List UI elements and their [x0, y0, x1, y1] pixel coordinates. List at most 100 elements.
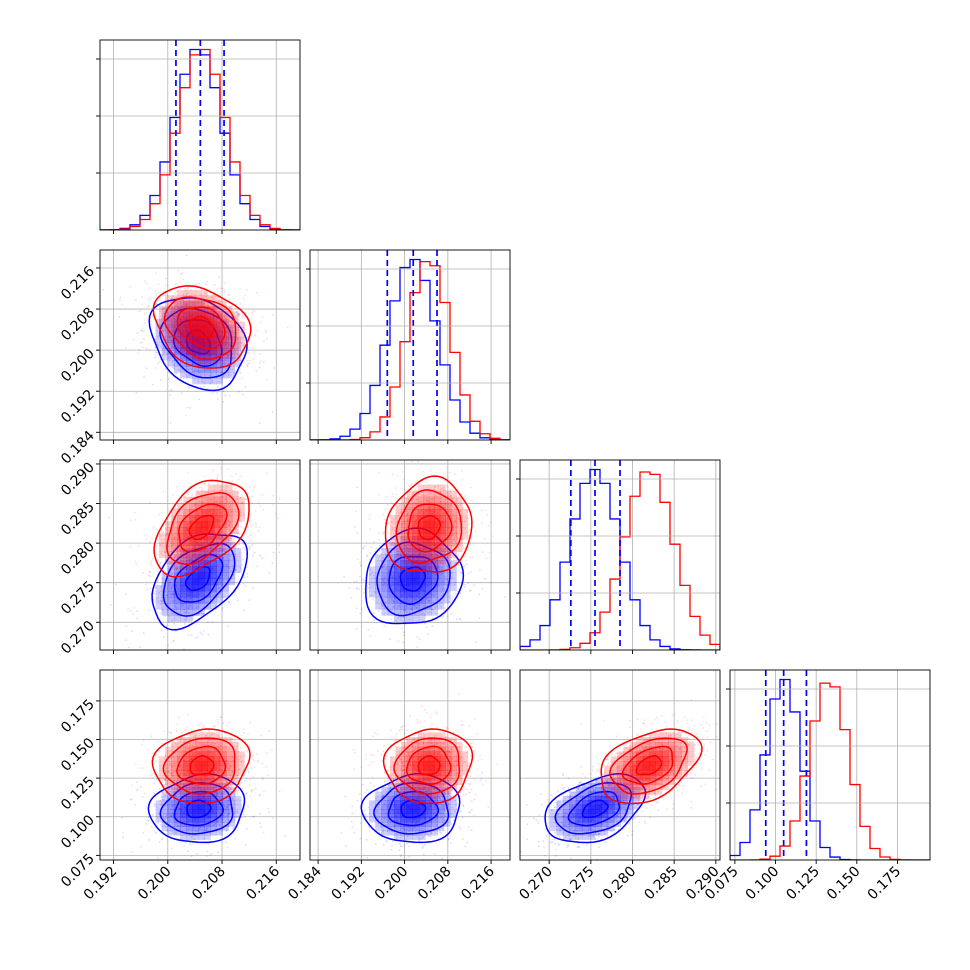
- scatter-point: [236, 323, 238, 325]
- scatter-point: [214, 295, 217, 298]
- scatter-point: [373, 612, 376, 615]
- scatter-point: [244, 328, 247, 331]
- density-cell: [220, 515, 227, 522]
- scatter-point: [211, 381, 214, 384]
- scatter-point: [167, 770, 170, 773]
- density-cell: [177, 563, 184, 571]
- density-cell: [445, 545, 452, 553]
- scatter-point: [216, 814, 219, 817]
- scatter-point: [416, 646, 419, 648]
- scatter-point: [232, 336, 235, 338]
- density-cell: [161, 813, 169, 819]
- scatter-point: [203, 302, 206, 305]
- scatter-point: [451, 540, 454, 543]
- density-cell: [428, 539, 435, 546]
- scatter-point: [187, 286, 190, 289]
- scatter-point: [164, 817, 167, 820]
- scatter-point: [147, 305, 150, 308]
- scatter-point: [234, 356, 236, 359]
- density-cell: [428, 563, 435, 571]
- scatter-point: [231, 797, 234, 800]
- scatter-point: [456, 537, 459, 540]
- density-cell: [183, 527, 190, 534]
- scatter-point: [237, 353, 239, 356]
- scatter-point: [244, 385, 247, 388]
- density-cell: [201, 348, 209, 354]
- scatter-point: [353, 526, 356, 528]
- density-cell: [437, 584, 445, 592]
- scatter-point: [258, 366, 261, 369]
- scatter-point: [233, 332, 236, 335]
- scatter-point: [236, 810, 239, 812]
- scatter-point: [221, 558, 224, 560]
- scatter-point: [207, 304, 210, 307]
- scatter-point: [161, 803, 163, 805]
- density-cell: [177, 502, 184, 510]
- scatter-point: [246, 573, 249, 575]
- density-cell: [220, 545, 227, 553]
- y-tick-label: 0.184: [58, 428, 98, 468]
- scatter-point: [354, 510, 357, 513]
- density-cell: [183, 316, 190, 323]
- scatter-point: [151, 537, 154, 540]
- scatter-point: [204, 496, 207, 499]
- scatter-point: [145, 282, 148, 285]
- scatter-point: [436, 599, 439, 602]
- density-cell: [165, 521, 172, 528]
- scatter-point: [187, 606, 190, 609]
- density-cell: [180, 835, 187, 840]
- scatter-point: [198, 398, 201, 401]
- density-cell: [195, 327, 202, 333]
- scatter-point: [170, 570, 173, 573]
- density-cell: [207, 502, 215, 510]
- density-cell: [195, 496, 202, 504]
- scatter-point: [171, 339, 174, 342]
- scatter-point: [173, 537, 176, 540]
- density-cell: [167, 804, 175, 810]
- scatter-point: [198, 827, 201, 830]
- scatter-point: [489, 521, 492, 524]
- y-tick-label: 0.280: [58, 539, 98, 579]
- density-cell: [195, 490, 202, 498]
- scatter-point: [187, 827, 190, 830]
- scatter-point: [421, 557, 424, 560]
- density-cell: [210, 813, 217, 819]
- scatter-point: [461, 478, 464, 481]
- scatter-point: [242, 546, 245, 549]
- scatter-point: [470, 508, 472, 511]
- scatter-point: [160, 589, 163, 592]
- density-cell: [198, 782, 205, 788]
- scatter-point: [145, 538, 148, 541]
- scatter-point: [231, 480, 234, 483]
- scatter-point: [226, 764, 229, 767]
- density-cell: [158, 545, 166, 553]
- scatter-point: [200, 632, 203, 635]
- scatter-point: [436, 605, 439, 607]
- scatter-point: [399, 525, 402, 527]
- scatter-point: [133, 338, 135, 341]
- scatter-point: [167, 352, 170, 355]
- density-cell: [220, 305, 227, 312]
- density-cell: [226, 539, 233, 546]
- scatter-point: [457, 518, 460, 520]
- density-cell: [213, 321, 221, 328]
- density-cell: [210, 597, 217, 604]
- density-cell: [210, 590, 217, 598]
- density-cell: [222, 800, 230, 805]
- scatter-point: [191, 589, 193, 592]
- scatter-point: [155, 303, 158, 305]
- scatter-point: [459, 592, 462, 595]
- scatter-point: [155, 805, 158, 808]
- scatter-point: [384, 518, 386, 521]
- scatter-point: [208, 729, 210, 732]
- scatter-point: [171, 366, 174, 369]
- scatter-point: [167, 789, 170, 792]
- scatter-point: [136, 352, 139, 355]
- scatter-point: [229, 504, 232, 507]
- density-cell: [462, 527, 469, 534]
- scatter-point: [167, 313, 170, 316]
- scatter-point: [440, 601, 443, 604]
- scatter-point: [409, 582, 411, 584]
- scatter-point: [182, 293, 185, 296]
- scatter-point: [430, 469, 432, 472]
